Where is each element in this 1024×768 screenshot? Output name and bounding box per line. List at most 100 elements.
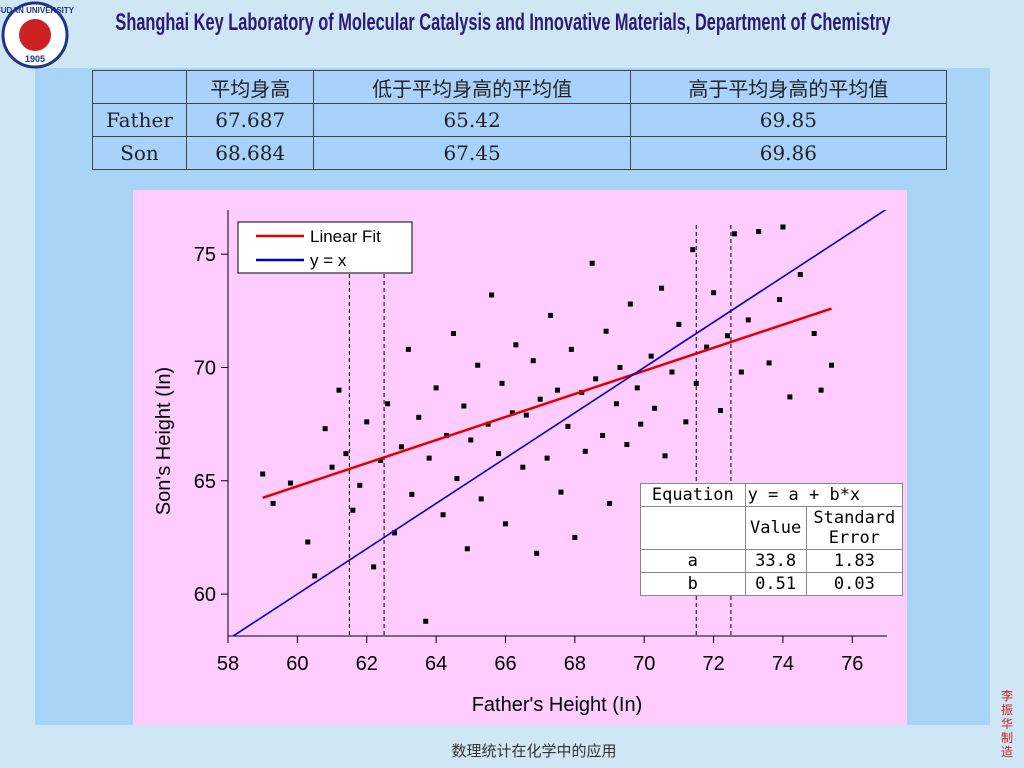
point — [648, 353, 654, 359]
point — [416, 414, 422, 420]
fit-cell: b — [640, 572, 746, 596]
point — [776, 297, 782, 303]
point — [613, 401, 619, 407]
point — [711, 290, 717, 296]
table-header: 低于平均身高的平均值 — [313, 70, 631, 104]
fit-cell: Equation — [640, 483, 746, 507]
point — [572, 534, 578, 540]
point — [534, 550, 540, 556]
point — [624, 442, 630, 448]
point — [270, 500, 276, 506]
point — [433, 385, 439, 391]
point — [544, 455, 550, 461]
point — [475, 362, 481, 368]
point — [683, 419, 689, 425]
fit-cell: 0.51 — [744, 572, 807, 596]
point — [440, 512, 446, 518]
point — [766, 360, 772, 366]
x-tick-label: 64 — [425, 653, 447, 675]
y-tick-label: 75 — [194, 244, 216, 266]
x-tick-label: 70 — [633, 653, 655, 675]
plot-area — [231, 210, 887, 636]
point — [738, 369, 744, 375]
point — [787, 394, 793, 400]
point — [426, 455, 432, 461]
summary-table: 平均身高 低于平均身高的平均值 高于平均身高的平均值 Father 67.687 6… — [92, 70, 948, 170]
point — [329, 464, 335, 470]
point — [565, 423, 571, 429]
point — [364, 419, 370, 425]
table-cell: Father — [92, 103, 187, 137]
legend-label: y = x — [310, 251, 347, 270]
point — [343, 451, 349, 457]
line — [262, 307, 832, 499]
table-cell: 68.684 — [185, 136, 315, 170]
point — [322, 426, 328, 432]
point — [811, 330, 817, 336]
fit-cell: y = a + b*x — [744, 483, 904, 507]
point — [652, 405, 658, 411]
point — [724, 333, 730, 339]
table-cell: 69.85 — [629, 103, 948, 137]
x-tick-label: 66 — [494, 653, 516, 675]
point — [461, 403, 467, 409]
fit-cell: 1.83 — [805, 549, 904, 573]
point — [693, 380, 699, 386]
point — [537, 396, 543, 402]
y-axis-label: Son's Height (In) — [153, 367, 175, 515]
point — [405, 346, 411, 352]
point — [617, 364, 623, 370]
point — [464, 546, 470, 552]
point — [676, 321, 682, 327]
x-axis-label: Father's Height (In) — [472, 694, 643, 716]
logo-year: 1905 — [25, 54, 45, 64]
legend — [237, 221, 413, 274]
table-header: 平均身高 — [185, 70, 315, 104]
point — [499, 380, 505, 386]
point — [450, 330, 456, 336]
point — [371, 564, 377, 570]
point — [489, 292, 495, 298]
point — [582, 448, 588, 454]
point — [523, 412, 529, 418]
point — [260, 471, 266, 477]
footer-caption: 数理统计在化学中的应用 — [451, 742, 616, 760]
point — [589, 260, 595, 266]
x-tick-label: 76 — [841, 653, 863, 675]
point — [818, 387, 824, 393]
point — [485, 421, 491, 427]
point — [391, 530, 397, 536]
point — [520, 464, 526, 470]
point — [305, 539, 311, 545]
fit-table: Equation y = a + b*x Value Standard Error … — [640, 483, 904, 596]
point — [398, 444, 404, 450]
point — [662, 453, 668, 459]
point — [350, 507, 356, 513]
point — [336, 387, 342, 393]
logo-center — [19, 19, 51, 51]
table-cell: 69.86 — [629, 136, 948, 170]
table-cell: 65.42 — [313, 103, 631, 137]
point — [704, 344, 710, 350]
point — [287, 480, 293, 486]
fit-cell — [640, 506, 746, 550]
x-tick-label: 74 — [772, 653, 794, 675]
point — [378, 457, 384, 463]
point — [829, 362, 835, 368]
x-tick-label: 58 — [217, 653, 239, 675]
fit-cell: 0.03 — [805, 572, 904, 596]
point — [638, 421, 644, 427]
point — [600, 432, 606, 438]
fit-cell: 33.8 — [744, 549, 807, 573]
point — [357, 482, 363, 488]
fit-cell: Standard Error — [805, 506, 904, 550]
author: 李振华制造 — [1001, 688, 1013, 759]
point — [555, 387, 560, 393]
point — [385, 401, 391, 407]
point — [745, 317, 751, 323]
point — [509, 410, 515, 416]
y-tick-label: 65 — [194, 471, 216, 493]
point — [530, 358, 536, 364]
point — [690, 247, 696, 253]
